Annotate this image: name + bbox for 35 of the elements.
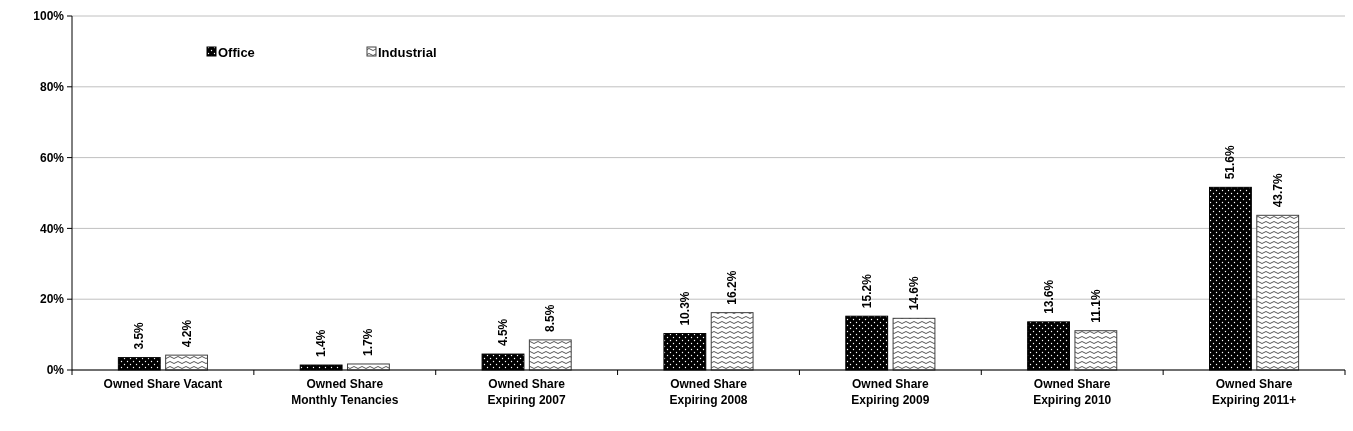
data-label: 4.5% [496,318,510,347]
y-tick-label: 80% [39,80,65,94]
data-label: 1.7% [361,328,376,356]
y-tick-label: 60% [39,150,65,165]
data-label: 14.6% [907,275,921,311]
bar [165,354,208,371]
x-tick-label: Owned Share Expiring 2007 [487,377,566,407]
data-label: 4.2% [179,319,194,348]
data-label: 3.5% [132,321,147,350]
legend-label: Industrial [378,44,437,60]
data-label: 1.4% [314,329,329,358]
y-tick-label: 0% [46,363,65,378]
bar [1074,330,1118,371]
x-tick-label: Owned Share Expiring 2010 [1033,377,1112,407]
data-label: 11.1% [1088,289,1103,323]
data-label: 16.2% [725,270,740,305]
y-tick-label: 40% [39,221,65,236]
bar [892,317,936,371]
data-label: 15.2% [859,273,874,309]
data-label: 8.5% [543,304,558,332]
x-tick-label: Owned Share Expiring 2008 [669,377,748,407]
x-tick-label: Owned Share Expiring 2009 [851,377,930,407]
bar [1256,214,1300,371]
x-tick-label: Owned Share Monthly Tenancies [291,377,399,407]
x-tick-label: Owned Share Vacant [103,377,223,391]
bar [528,339,572,371]
legend-label: Office [218,44,255,60]
bar [710,312,754,371]
y-tick-label: 20% [39,292,65,307]
data-label: 51.6% [1223,144,1238,180]
data-label: 43.7% [1270,172,1285,208]
data-label: 10.3% [677,291,692,326]
x-tick-label: Owned Share Expiring 2011+ [1211,377,1297,407]
y-tick-label: 100% [33,9,65,24]
data-label: 13.6% [1041,279,1056,314]
